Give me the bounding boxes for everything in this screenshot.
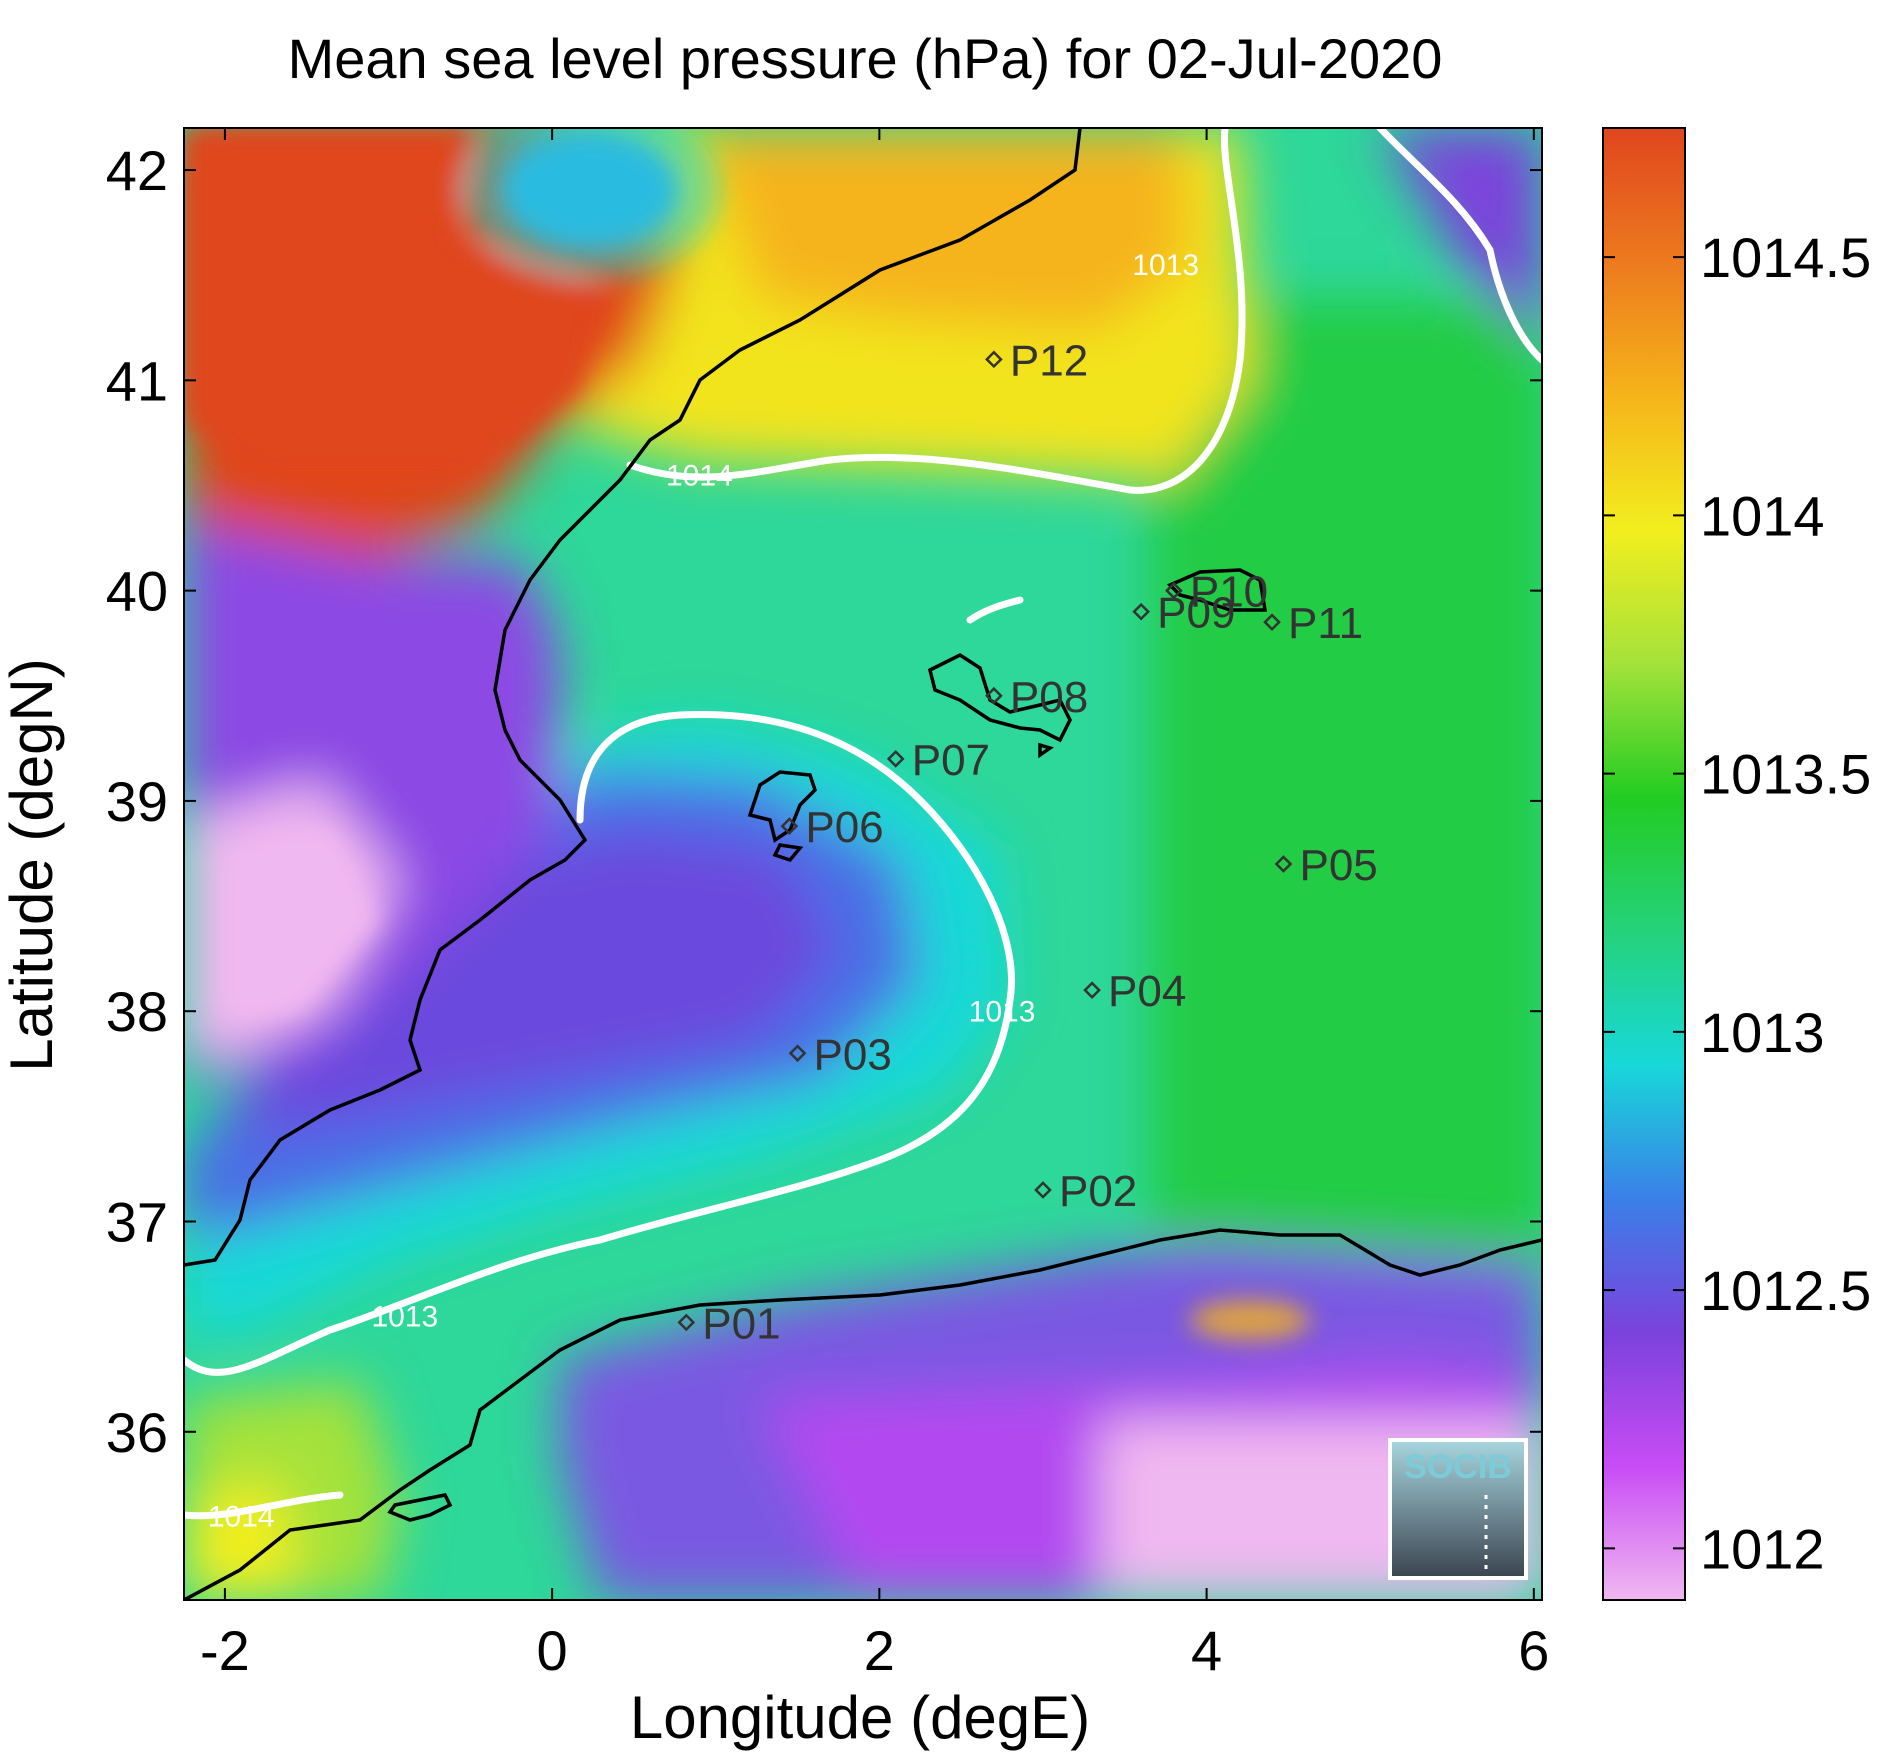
station-label: P10 <box>1190 568 1268 617</box>
x-tick-label: 6 <box>1518 1619 1549 1682</box>
station-label: P01 <box>702 1299 780 1348</box>
station-marker[interactable] <box>985 350 1003 369</box>
x-tick-label: 2 <box>864 1619 895 1682</box>
x-axis-ticks: -2 0 2 4 6 <box>200 128 1549 1682</box>
x-tick-label: -2 <box>200 1619 250 1682</box>
contour-label: 1013 <box>372 1301 439 1334</box>
contour-labels: 1014 1013 1013 1013 1014 <box>208 249 1199 1533</box>
station-label: P08 <box>1010 673 1088 722</box>
x-tick-label: 4 <box>1191 1619 1222 1682</box>
station-marker[interactable] <box>677 1313 696 1332</box>
colorbar-tick-label: 1014 <box>1700 484 1825 547</box>
colorbar-tick-label: 1012 <box>1700 1517 1825 1580</box>
colorbar-tick-label: 1013.5 <box>1700 743 1871 806</box>
y-axis-ticks: 36 37 38 39 40 41 42 <box>106 139 1542 1464</box>
colorbar-tick-label: 1014.5 <box>1700 226 1871 289</box>
colorbar-tick-label: 1013 <box>1700 1001 1825 1064</box>
y-tick-label: 37 <box>106 1190 168 1253</box>
station-marker[interactable] <box>886 750 905 768</box>
x-tick-label: 0 <box>537 1619 568 1682</box>
contour-label: 1013 <box>1132 249 1199 282</box>
station-label: P12 <box>1010 336 1088 385</box>
contour-label: 1014 <box>666 459 733 492</box>
socib-logo-text: SOCIB <box>1404 1448 1512 1486</box>
y-tick-label: 40 <box>106 560 168 623</box>
station-marker[interactable] <box>780 817 799 835</box>
y-tick-label: 41 <box>106 349 168 412</box>
station-marker[interactable] <box>788 1044 807 1063</box>
station-label: P11 <box>1288 599 1363 648</box>
station-label: P09 <box>1157 589 1235 638</box>
y-tick-label: 42 <box>106 139 168 202</box>
contour-lines <box>184 128 1542 1520</box>
coastlines <box>184 128 1542 1600</box>
y-axis-label: Latitude (degN) <box>0 658 65 1072</box>
station-label: P03 <box>814 1030 892 1079</box>
station-label: P07 <box>912 736 990 785</box>
station-marker[interactable] <box>1083 981 1101 1000</box>
station-marker[interactable] <box>1165 581 1183 600</box>
map-frame <box>183 127 1543 1601</box>
contour-label: 1014 <box>208 1500 275 1533</box>
chart-title: Mean sea level pressure (hPa) for 02-Jul… <box>288 27 1443 90</box>
y-tick-label: 36 <box>106 1401 168 1464</box>
station-label: P06 <box>805 803 883 852</box>
station-label: P02 <box>1059 1167 1137 1216</box>
y-tick-label: 39 <box>106 770 168 833</box>
colorbar-gradient <box>1602 127 1686 1601</box>
station-marker[interactable] <box>1274 855 1293 873</box>
x-axis-label: Longitude (degE) <box>630 1684 1090 1751</box>
station-marker[interactable] <box>1034 1181 1052 1199</box>
socib-logo: SOCIB <box>1388 1438 1528 1580</box>
station-marker[interactable] <box>985 686 1003 705</box>
colorbar: 1012 1012.5 1013 1013.5 1014 1014.5 <box>1602 127 1871 1601</box>
contour-label: 1013 <box>969 996 1036 1029</box>
y-tick-label: 38 <box>106 980 168 1043</box>
station-marker[interactable] <box>1132 602 1150 621</box>
colorbar-ticks: 1012 1012.5 1013 1013.5 1014 1014.5 <box>1603 226 1871 1580</box>
station-label: P04 <box>1108 967 1186 1016</box>
station-label: P05 <box>1299 841 1377 890</box>
station-marker[interactable] <box>1263 613 1281 632</box>
colorbar-tick-label: 1012.5 <box>1700 1259 1871 1322</box>
